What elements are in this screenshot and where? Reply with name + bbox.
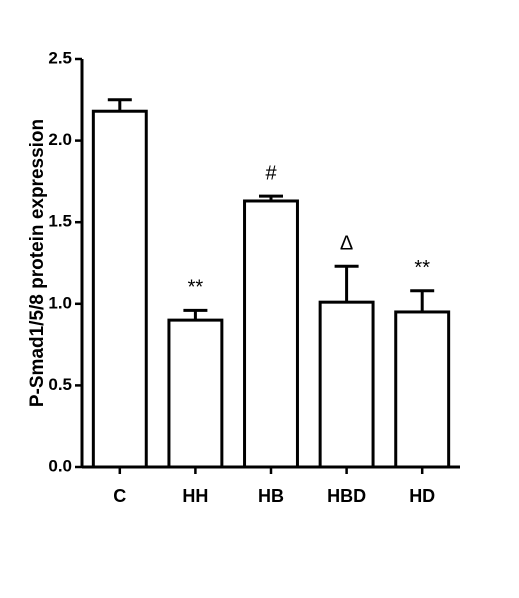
significance-mark: ** bbox=[414, 257, 430, 279]
y-axis-label: P-Smad1/5/8 protein expression bbox=[27, 119, 48, 407]
significance-mark: Δ bbox=[340, 233, 353, 255]
significance-mark: # bbox=[265, 162, 277, 184]
bar bbox=[394, 310, 451, 469]
x-tick-label: HB bbox=[258, 486, 284, 506]
y-tick-label: 2.0 bbox=[48, 130, 72, 149]
y-tick-label: 0.0 bbox=[48, 456, 72, 475]
y-tick-label: 0.5 bbox=[48, 375, 72, 394]
significance-mark: ** bbox=[188, 277, 204, 299]
bar bbox=[318, 300, 375, 469]
bar bbox=[243, 199, 299, 469]
x-tick-label: C bbox=[113, 486, 126, 506]
x-tick-label: HBD bbox=[327, 486, 366, 506]
y-tick-label: 1.0 bbox=[48, 293, 72, 312]
y-tick-label: 2.5 bbox=[48, 48, 72, 67]
x-tick-label: HD bbox=[409, 486, 435, 506]
y-tick-label: 1.5 bbox=[48, 212, 72, 231]
bar bbox=[167, 318, 224, 469]
x-tick-label: HH bbox=[182, 486, 208, 506]
bar bbox=[91, 109, 148, 469]
